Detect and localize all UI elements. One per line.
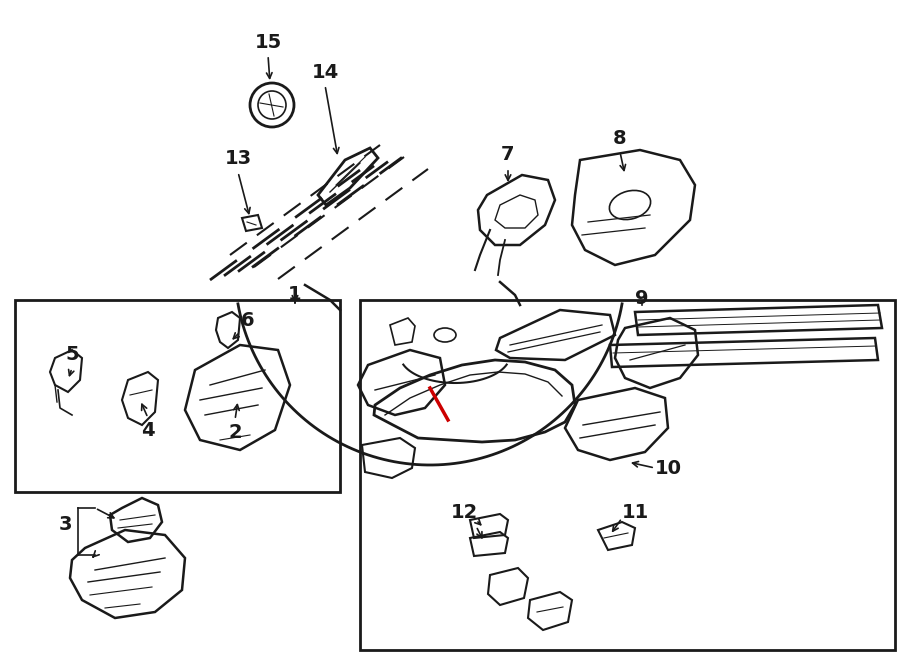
Circle shape bbox=[250, 83, 294, 127]
Text: 9: 9 bbox=[635, 288, 649, 307]
Text: 5: 5 bbox=[65, 346, 79, 364]
Text: 3: 3 bbox=[58, 516, 72, 535]
Text: 14: 14 bbox=[311, 63, 338, 81]
Text: 7: 7 bbox=[501, 145, 515, 165]
Text: 11: 11 bbox=[621, 504, 649, 522]
Text: 8: 8 bbox=[613, 128, 626, 147]
Text: 1: 1 bbox=[288, 286, 302, 305]
Text: 4: 4 bbox=[141, 420, 155, 440]
Text: 15: 15 bbox=[255, 32, 282, 52]
Text: 6: 6 bbox=[241, 311, 255, 329]
Text: 12: 12 bbox=[450, 502, 478, 522]
Text: 2: 2 bbox=[229, 422, 242, 442]
Text: 13: 13 bbox=[224, 149, 252, 167]
Text: 10: 10 bbox=[654, 459, 681, 477]
